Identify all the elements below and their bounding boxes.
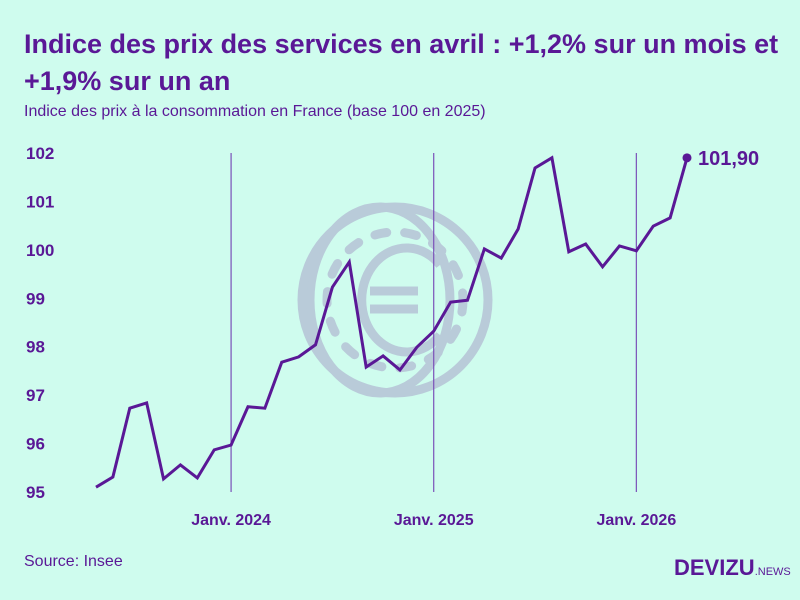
- y-tick-label: 97: [26, 386, 45, 405]
- source-note: Source: Insee: [24, 553, 123, 570]
- last-value-label: 101,90: [698, 148, 759, 170]
- x-tick-label: Janv. 2026: [596, 512, 676, 529]
- y-tick-label: 101: [26, 192, 54, 211]
- series-line: [95, 155, 689, 489]
- euro-coin-icon: [297, 202, 493, 398]
- data-point: [682, 153, 692, 163]
- chart-subtitle: Indice des prix à la consommation en Fra…: [24, 103, 486, 120]
- devizu-logo: DEVIZU.NEWS: [674, 555, 791, 580]
- x-tick-label: Janv. 2025: [394, 512, 474, 529]
- y-tick-label: 98: [26, 338, 45, 357]
- chart-title: Indice des prix des services en avril : …: [24, 29, 779, 96]
- y-tick-label: 99: [26, 289, 45, 308]
- x-tick-label: Janv. 2024: [191, 512, 271, 529]
- y-tick-label: 96: [26, 435, 45, 454]
- y-tick-label: 95: [26, 483, 45, 502]
- y-tick-label: 100: [26, 241, 54, 260]
- y-tick-label: 102: [26, 144, 54, 163]
